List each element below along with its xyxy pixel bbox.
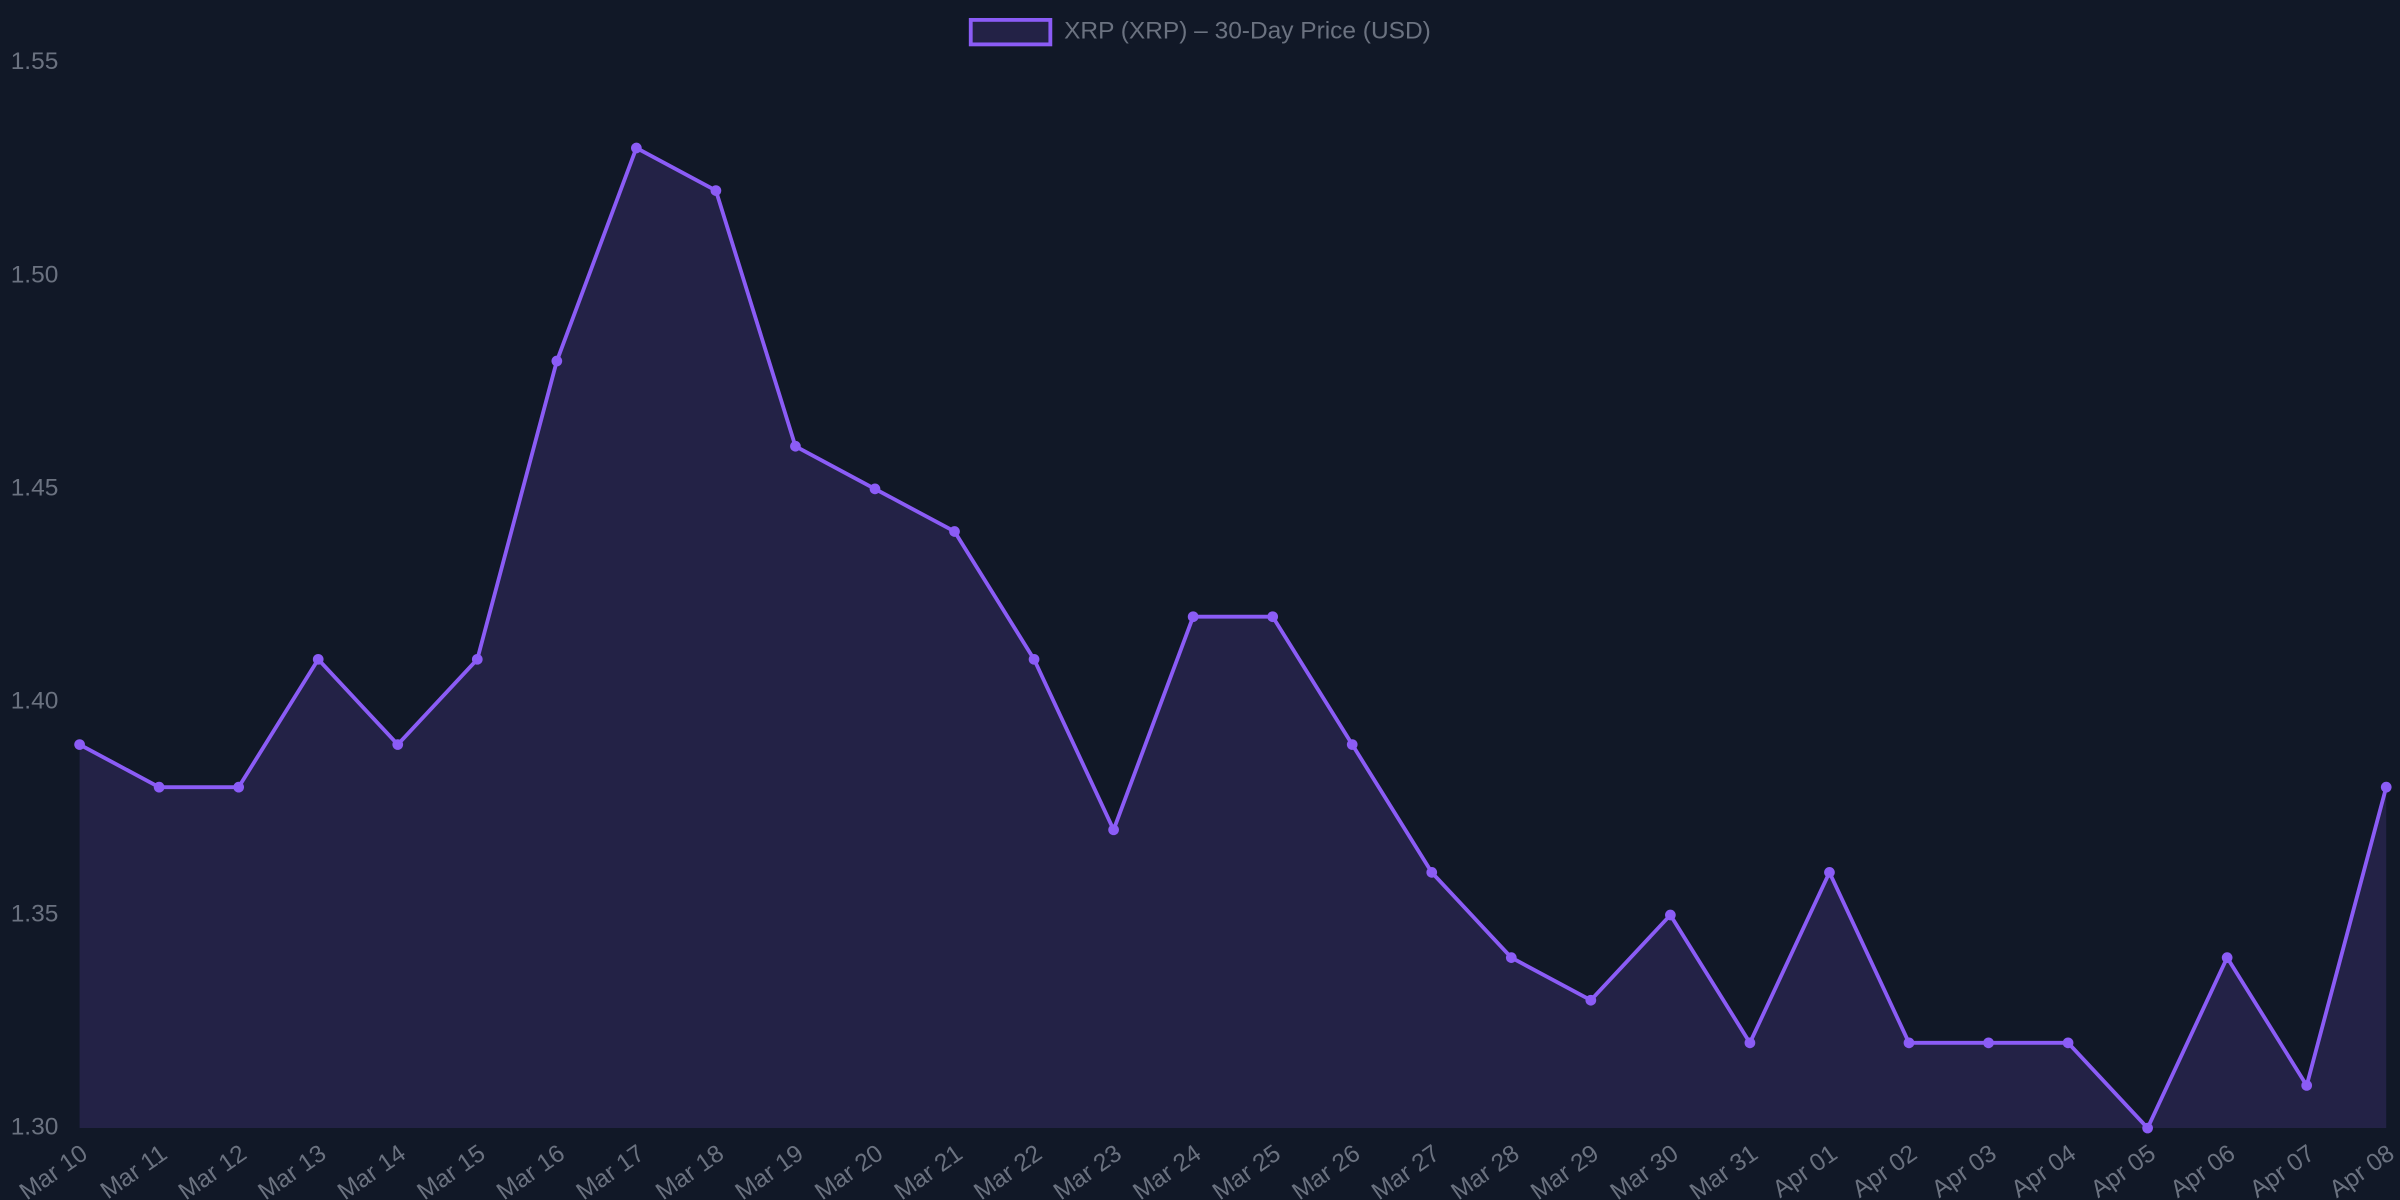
point [1346, 739, 1358, 750]
x-tick-label: Mar 21 [890, 1140, 968, 1200]
x-tick-label: Apr 04 [2007, 1140, 2082, 1200]
y-tick-label: 1.35 [11, 900, 59, 927]
point [233, 781, 245, 793]
x-tick-label: Mar 22 [969, 1140, 1047, 1200]
x-tick-label: Mar 24 [1128, 1140, 1206, 1200]
point [631, 142, 642, 154]
x-tick-label: Mar 11 [96, 1140, 172, 1200]
point [2221, 952, 2233, 963]
point [790, 440, 801, 452]
point [1665, 909, 1676, 921]
point [2301, 1080, 2313, 1091]
point [1108, 824, 1119, 836]
legend-label: XRP (XRP) – 30-Day Price (USD) [1064, 18, 1431, 45]
x-tick-label: Mar 16 [492, 1140, 570, 1200]
point [1426, 867, 1438, 878]
x-tick-label: Apr 08 [2325, 1140, 2400, 1200]
y-tick-label: 1.55 [11, 48, 59, 75]
y-tick-label: 1.30 [11, 1114, 59, 1141]
x-tick-label: Mar 29 [1526, 1140, 1604, 1200]
point [1187, 611, 1199, 623]
y-tick-label: 1.50 [11, 261, 59, 288]
x-tick-label: Mar 28 [1447, 1140, 1525, 1200]
point [1744, 1037, 1756, 1049]
legend: XRP (XRP) – 30-Day Price (USD) [968, 17, 1431, 47]
point [74, 739, 85, 750]
point [949, 526, 960, 537]
point [551, 355, 563, 367]
x-tick-label: Mar 27 [1367, 1140, 1445, 1200]
x-tick-label: Mar 17 [572, 1140, 650, 1200]
point [312, 653, 324, 665]
x-tick-label: Mar 15 [412, 1140, 490, 1200]
x-tick-label: Apr 02 [1848, 1140, 1923, 1200]
x-tick-label: Apr 01 [1768, 1140, 1843, 1200]
point [1267, 611, 1279, 623]
x-tick-label: Mar 19 [731, 1140, 809, 1200]
point [710, 185, 722, 196]
x-tick-label: Mar 13 [253, 1140, 331, 1200]
x-tick-label: Apr 07 [2245, 1140, 2320, 1200]
point [471, 653, 483, 665]
point [1505, 952, 1517, 963]
point [392, 739, 404, 750]
x-tick-label: Mar 18 [651, 1140, 729, 1200]
x-tick-label: Mar 10 [15, 1140, 93, 1200]
point [1903, 1037, 1915, 1049]
x-tick-label: Apr 06 [2166, 1140, 2241, 1200]
point [153, 781, 165, 793]
point [2062, 1037, 2074, 1049]
point [869, 483, 881, 495]
point [1824, 867, 1835, 878]
x-tick-label: Apr 05 [2086, 1140, 2161, 1200]
x-tick-label: Apr 03 [1927, 1140, 2002, 1200]
x-tick-label: Mar 20 [810, 1140, 888, 1200]
point [1585, 994, 1597, 1006]
point [1983, 1037, 1994, 1049]
legend-swatch [968, 17, 1053, 47]
x-tick-label: Mar 25 [1208, 1140, 1286, 1200]
point [2380, 781, 2392, 793]
x-tick-label: Mar 14 [333, 1140, 411, 1200]
point [1028, 653, 1040, 665]
x-tick-label: Mar 31 [1685, 1140, 1763, 1200]
y-tick-label: 1.40 [11, 687, 59, 714]
x-tick-label: Mar 12 [174, 1140, 252, 1200]
y-tick-label: 1.45 [11, 474, 59, 501]
point [2142, 1122, 2153, 1134]
x-tick-label: Mar 26 [1287, 1140, 1365, 1200]
line [78, 146, 2389, 1130]
area [79, 147, 2387, 1129]
x-tick-label: Mar 23 [1049, 1140, 1127, 1200]
x-tick-label: Mar 30 [1606, 1140, 1684, 1200]
